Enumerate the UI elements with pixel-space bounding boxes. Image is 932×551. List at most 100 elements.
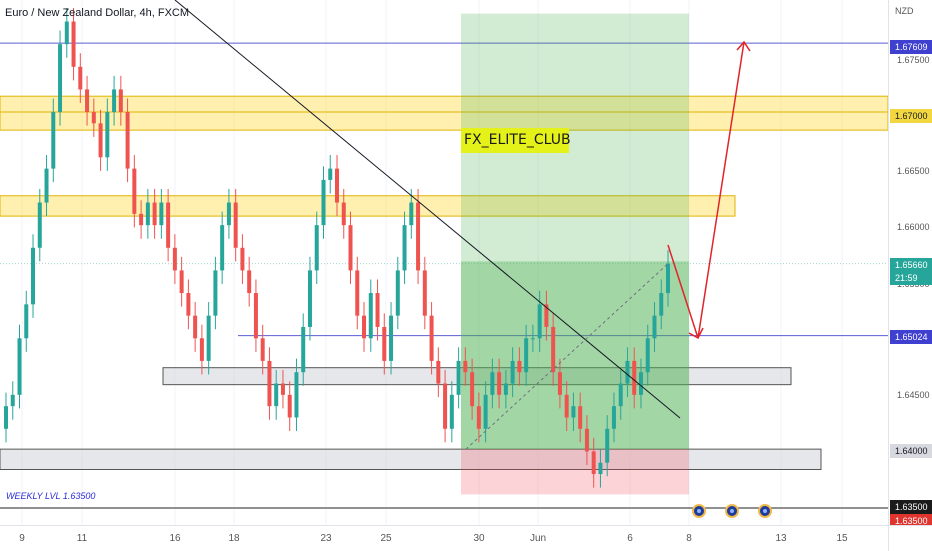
candle-body [186,293,191,316]
currency-label: NZD [895,6,914,16]
candle-body [416,202,421,271]
candle-body [301,326,306,373]
candle-body [91,112,96,124]
candle-body [240,247,245,271]
time-tick: 9 [19,533,25,544]
candle-body [557,372,562,395]
resistance-price-label: 1.67000 [890,109,932,123]
candle-body [335,168,339,203]
candle-body [17,338,22,395]
economic-event-icon[interactable] [725,504,739,518]
candle-body [355,270,360,316]
candle-body [618,383,623,407]
candle-body [85,89,90,113]
candle-body [206,315,211,361]
candle-body [395,270,400,316]
economic-event-icon[interactable] [758,504,772,518]
price-tick: 1.64500 [897,390,930,400]
candle-body [551,326,556,373]
price-chart[interactable] [0,0,888,525]
candle-body [4,406,8,429]
bar-countdown: 21:59 [890,271,932,285]
candle-body [112,89,117,113]
target-price-label: 1.67609 [890,40,932,54]
candle-body [321,179,326,226]
price-tick: 1.66500 [897,166,930,176]
candle-body [314,225,319,271]
candle-body [10,394,15,407]
axis-corner [888,525,932,551]
price-tick: 1.66000 [897,222,930,232]
time-tick: 23 [320,533,332,544]
candle-body [605,428,610,463]
candle-body [449,394,454,429]
candle-body [260,338,265,361]
projection-arrowhead [736,40,751,52]
candle-body [307,270,312,327]
candle-body [463,360,468,373]
candle-body [287,394,292,418]
candle-body [226,202,231,226]
economic-event-icon[interactable] [692,504,706,518]
candle-body [78,66,83,90]
candle-body [247,270,252,294]
candle-body [443,383,448,429]
candle-body [166,202,171,248]
candle-body [199,338,204,361]
candle-body [152,202,157,226]
candle-body [584,428,589,452]
current-price-label: 1.65660 [890,258,932,272]
candle-body [517,360,522,373]
entry-price-label: 1.65024 [890,330,932,344]
candle-body [51,112,56,169]
candle-body [64,21,69,45]
resistance-zone [0,195,736,217]
candle-body [172,247,177,271]
candle-body [159,202,164,226]
candle-body [510,360,515,384]
candlesticks [4,7,670,488]
candle-body [524,338,529,373]
time-tick: 25 [380,533,392,544]
candle-body [544,304,549,327]
time-tick: Jun [529,533,547,544]
candle-body [375,293,380,327]
candle-body [436,360,441,384]
candle-body [362,315,367,339]
weekly-price-label: 1.63500 [890,500,932,514]
candle-body [348,225,353,271]
price-axis[interactable]: NZD 1.67500 1.66500 1.66000 1.65500 1.64… [888,0,932,528]
candle-body [638,372,643,395]
support-zone [0,448,822,470]
candle-body [98,123,103,158]
candle-body [503,383,508,395]
weekly-level-label: WEEKLY LVL 1.63500 [6,491,96,501]
candle-body [409,202,414,226]
time-tick: 6 [627,533,633,544]
candle-body [179,270,184,294]
time-axis[interactable]: 9 11 16 18 23 25 30 Jun 6 8 13 15 [0,525,888,551]
candle-body [571,406,576,418]
candle-body [476,406,481,429]
candle-body [598,462,603,475]
projection-arrowhead [688,327,704,340]
candle-body [537,304,542,339]
time-tick: 13 [775,533,787,544]
chart-area[interactable]: Euro / New Zealand Dollar, 4h, FXCM FX_E… [0,0,888,525]
candle-body [402,225,407,271]
candle-body [564,394,569,418]
descending-trendline [174,0,681,419]
candle-body [632,360,637,395]
chart-grid [21,0,843,525]
candle-body [389,315,394,361]
watermark-label: FX_ELITE_CLUB [461,128,571,153]
candle-body [139,213,144,226]
candle-body [341,202,346,226]
candle-body [483,394,488,429]
candle-body [328,168,333,180]
symbol-title[interactable]: Euro / New Zealand Dollar, 4h, FXCM [5,7,190,19]
candle-body [659,293,664,316]
candle-body [645,338,650,373]
candle-body [37,202,42,248]
candle-body [58,44,63,113]
